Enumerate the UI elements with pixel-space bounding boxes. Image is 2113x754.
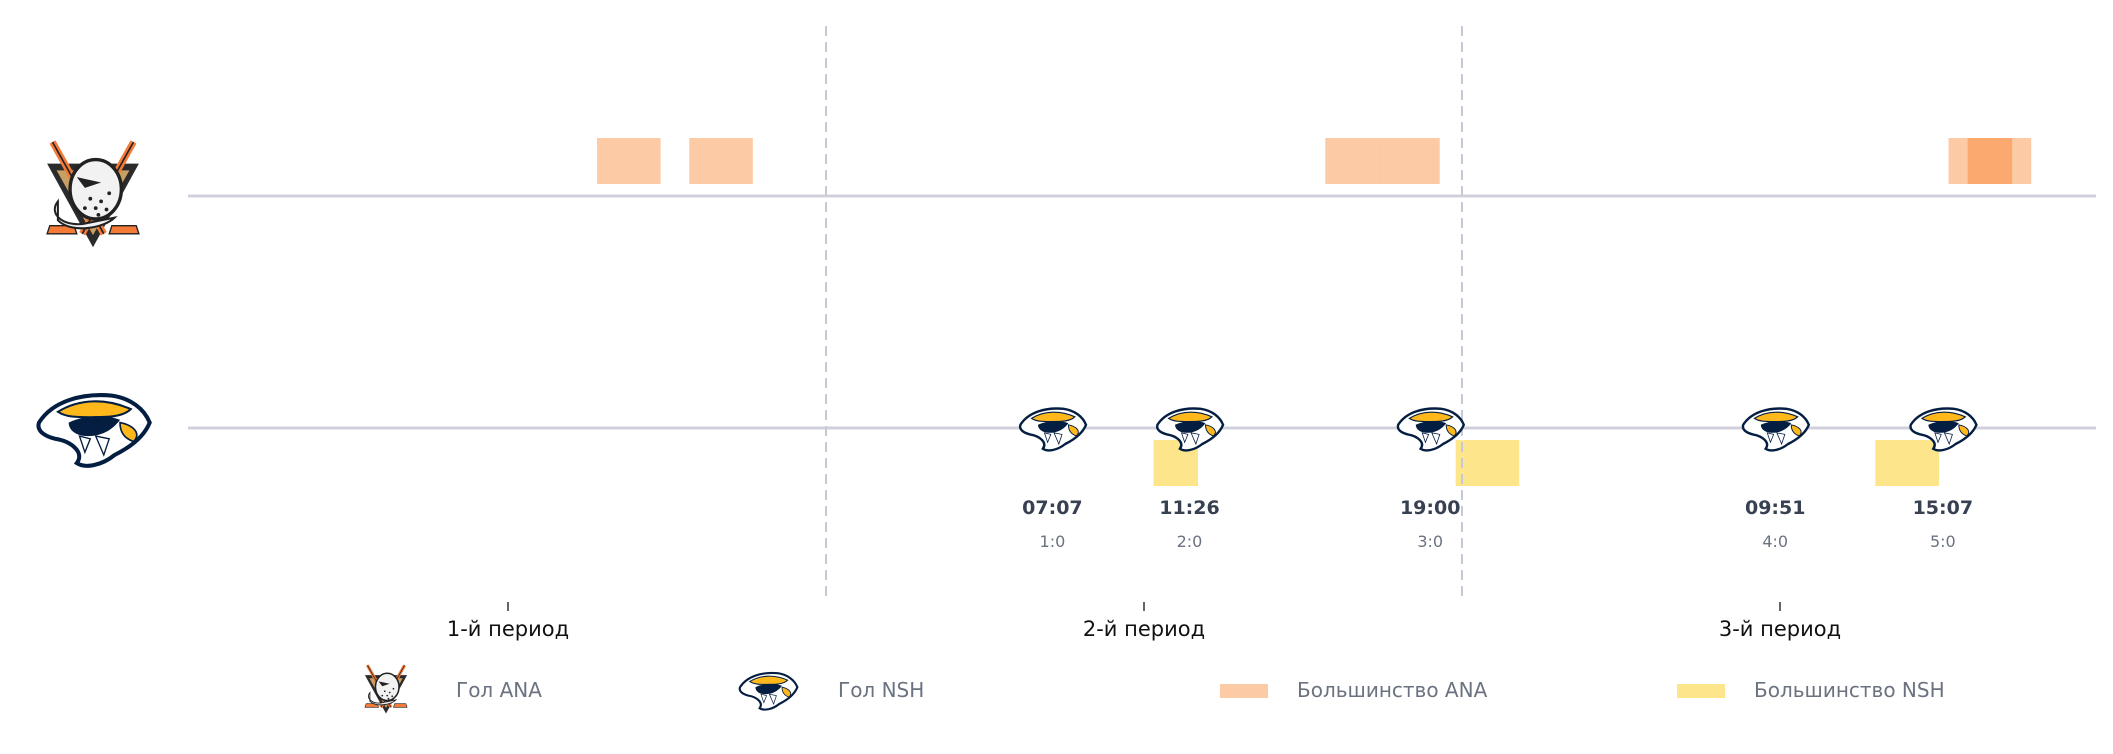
legend-label: Гол NSH: [838, 678, 924, 702]
legend-label: Гол ANA: [456, 678, 542, 702]
goal-marker-nsh-icon: [1741, 407, 1811, 452]
goal-time-label: 15:07: [1913, 497, 1973, 519]
legend-ana-goal-icon: [363, 663, 409, 716]
power-play-band-ana: [1948, 138, 2032, 184]
legend-nsh-power-play-swatch: [1677, 684, 1725, 698]
goal-time-label: 19:00: [1400, 497, 1460, 519]
power-play-band-ana: [597, 138, 661, 184]
power-play-band-nsh: [1875, 440, 1939, 486]
period-label-1: 1-й период: [447, 617, 569, 641]
nashville-predators-logo-icon: [38, 395, 149, 466]
power-play-band-ana: [1967, 138, 2013, 184]
legend-label: Большинство ANA: [1297, 678, 1488, 702]
power-play-band-ana: [1325, 138, 1377, 184]
anaheim-ducks-logo-icon: [47, 142, 139, 247]
goal-score-label: 2:0: [1177, 532, 1203, 551]
goal-time-label: 07:07: [1022, 497, 1082, 519]
legend-nsh-goal-icon: [738, 671, 799, 711]
period-label-3: 3-й период: [1719, 617, 1841, 641]
goal-score-label: 5:0: [1930, 532, 1956, 551]
power-play-band-ana: [1376, 138, 1440, 184]
legend-label: Большинство NSH: [1754, 678, 1945, 702]
goal-score-label: 3:0: [1417, 532, 1443, 551]
goal-score-label: 4:0: [1762, 532, 1788, 551]
period-label-2: 2-й период: [1083, 617, 1205, 641]
goal-time-label: 11:26: [1159, 497, 1219, 519]
power-play-band-ana: [689, 138, 753, 184]
goal-marker-nsh-icon: [1018, 407, 1088, 452]
legend-ana-power-play-swatch: [1220, 684, 1268, 698]
goal-marker-nsh-icon: [1396, 407, 1465, 452]
goal-score-label: 1:0: [1040, 532, 1066, 551]
power-play-band-nsh: [1455, 440, 1520, 486]
goal-time-label: 09:51: [1745, 497, 1805, 519]
